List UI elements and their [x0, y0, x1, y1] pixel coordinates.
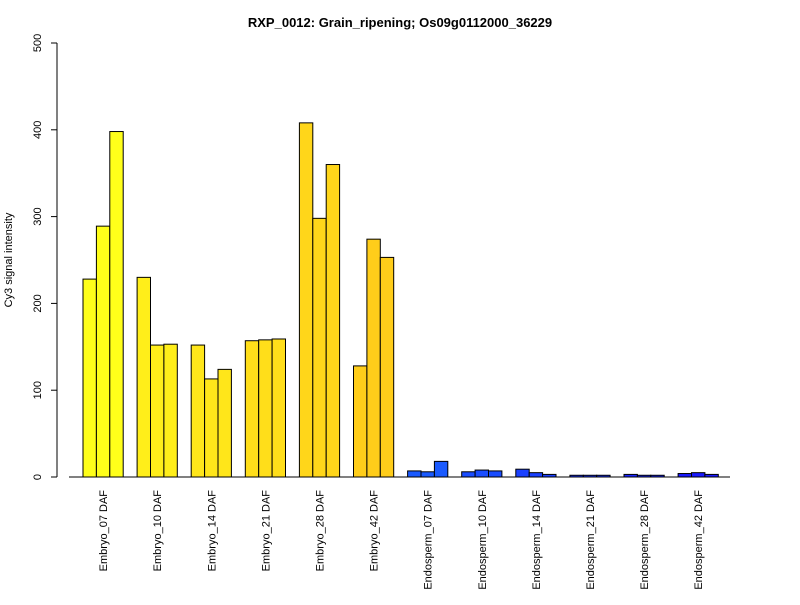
bar — [528, 472, 544, 478]
bar — [136, 276, 152, 478]
bar — [379, 256, 395, 478]
y-tick-label: 100 — [32, 381, 44, 399]
y-tick-label: 400 — [32, 121, 44, 139]
x-tick-label: Endosperm_21 DAF — [585, 490, 597, 590]
bar — [623, 473, 638, 478]
bar — [542, 473, 557, 478]
bar — [366, 238, 381, 478]
bar — [109, 131, 124, 478]
bar — [569, 474, 584, 478]
bar — [163, 343, 178, 478]
bar — [474, 469, 490, 478]
x-tick-label: Endosperm_07 DAF — [423, 490, 435, 590]
bar — [150, 344, 165, 478]
bar — [82, 278, 97, 478]
y-tick-label: 0 — [32, 474, 44, 480]
bar — [244, 340, 260, 478]
x-tick-label: Embryo_21 DAF — [260, 490, 272, 572]
bar — [636, 474, 652, 478]
x-axis: Embryo_07 DAF Embryo_10 DAF Embryo_14 DAF E… — [69, 476, 730, 590]
bar — [190, 344, 206, 478]
bar — [691, 472, 706, 478]
bar — [353, 365, 368, 478]
x-tick-label: Embryo_14 DAF — [206, 490, 218, 572]
x-tick-label: Endosperm_14 DAF — [531, 490, 543, 590]
bar — [582, 474, 598, 478]
bar — [488, 470, 503, 478]
bar — [407, 470, 422, 478]
bar — [271, 338, 287, 478]
bar — [217, 368, 232, 478]
y-axis: 0 100 200 300 400 500 — [32, 34, 58, 480]
y-tick-label: 300 — [32, 207, 44, 225]
x-tick-label: Endosperm_10 DAF — [477, 490, 489, 590]
bar — [420, 471, 435, 478]
bar — [204, 378, 219, 478]
bar — [258, 339, 273, 478]
y-tick-label: 500 — [32, 34, 44, 52]
x-tick-label: Endosperm_28 DAF — [639, 490, 651, 590]
bar — [298, 122, 314, 478]
x-tick-label: Embryo_07 DAF — [98, 490, 110, 572]
x-tick-label: Endosperm_42 DAF — [693, 490, 705, 590]
bar — [677, 473, 692, 478]
y-tick-label: 200 — [32, 294, 44, 312]
bar — [325, 164, 341, 478]
y-axis-label: Cy3 signal intensity — [3, 212, 15, 307]
x-tick-label: Embryo_10 DAF — [152, 490, 164, 572]
bar — [95, 225, 111, 478]
x-tick-label: Embryo_28 DAF — [315, 490, 327, 572]
x-tick-label: Embryo_42 DAF — [369, 490, 381, 572]
bar — [312, 217, 327, 478]
chart-title: RXP_0012: Grain_ripening; Os09g0112000_3… — [248, 15, 552, 30]
bars — [82, 122, 719, 478]
bar — [704, 473, 719, 478]
bar — [596, 474, 611, 478]
bar — [650, 474, 665, 478]
bar — [461, 471, 476, 478]
bar — [433, 460, 449, 478]
bar — [515, 468, 530, 478]
